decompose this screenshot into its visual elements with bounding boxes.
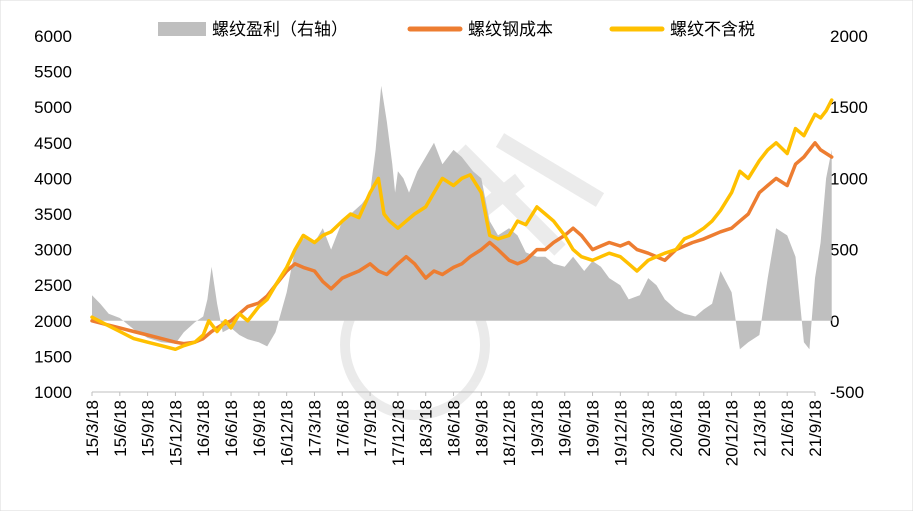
x-tick-label: 21/9/18	[806, 400, 825, 457]
x-tick-label: 18/12/18	[500, 400, 519, 466]
y-left-tick-label: 3000	[34, 241, 72, 260]
y-right-tick-label: 1500	[830, 98, 868, 117]
x-tick-label: 18/3/18	[417, 400, 436, 457]
legend-swatch	[158, 22, 206, 36]
x-tick-label: 17/9/18	[361, 400, 380, 457]
x-tick-label: 15/6/18	[111, 400, 130, 457]
x-tick-label: 15/12/18	[166, 400, 185, 466]
y-left-tick-label: 4000	[34, 169, 72, 188]
axes-group: 6000550050004500400035003000250020001500…	[34, 27, 868, 466]
y-left-tick-label: 5500	[34, 63, 72, 82]
series-line-2	[90, 98, 834, 352]
y-left-tick-label: 2500	[34, 276, 72, 295]
x-tick-label: 19/6/18	[556, 400, 575, 457]
x-tick-label: 19/12/18	[611, 400, 630, 466]
series-area-0	[92, 85, 832, 350]
x-tick-label: 20/6/18	[667, 400, 686, 457]
x-tick-label: 20/9/18	[695, 400, 714, 457]
x-tick-label: 18/6/18	[445, 400, 464, 457]
legend-label: 螺纹钢成本	[468, 20, 553, 39]
x-tick-label: 19/3/18	[528, 400, 547, 457]
x-tick-label: 17/12/18	[389, 400, 408, 466]
y-right-tick-label: 1000	[830, 169, 868, 188]
x-tick-label: 21/6/18	[778, 400, 797, 457]
y-right-tick-label: 500	[830, 241, 858, 260]
x-tick-label: 17/6/18	[333, 400, 352, 457]
x-tick-label: 17/3/18	[305, 400, 324, 457]
y-right-tick-label: 2000	[830, 27, 868, 46]
x-tick-label: 21/3/18	[750, 400, 769, 457]
legend-label: 螺纹盈利（右轴）	[212, 20, 348, 39]
x-tick-label: 19/9/18	[584, 400, 603, 457]
x-tick-label: 15/3/18	[83, 400, 102, 457]
x-tick-label: 16/12/18	[278, 400, 297, 466]
x-tick-label: 20/12/18	[723, 400, 742, 466]
x-tick-label: 20/3/18	[639, 400, 658, 457]
y-left-tick-label: 3500	[34, 205, 72, 224]
x-tick-label: 15/9/18	[139, 400, 158, 457]
x-tick-label: 16/9/18	[250, 400, 269, 457]
legend: 螺纹盈利（右轴） 螺纹钢成本 螺纹不含税	[158, 20, 755, 39]
area-series-layer	[92, 85, 832, 350]
line-series-layer	[90, 98, 834, 352]
x-tick-label: 16/6/18	[222, 400, 241, 457]
y-left-tick-label: 4500	[34, 134, 72, 153]
x-tick-label: 18/9/18	[472, 400, 491, 457]
y-left-tick-label: 1500	[34, 347, 72, 366]
legend-label: 螺纹不含税	[670, 20, 755, 39]
x-tick-label: 16/3/18	[194, 400, 213, 457]
y-left-tick-label: 5000	[34, 98, 72, 117]
y-left-tick-label: 2000	[34, 312, 72, 331]
y-right-tick-label: 0	[830, 312, 839, 331]
y-left-tick-label: 1000	[34, 383, 72, 402]
y-left-tick-label: 6000	[34, 27, 72, 46]
y-right-tick-label: -500	[830, 383, 864, 402]
